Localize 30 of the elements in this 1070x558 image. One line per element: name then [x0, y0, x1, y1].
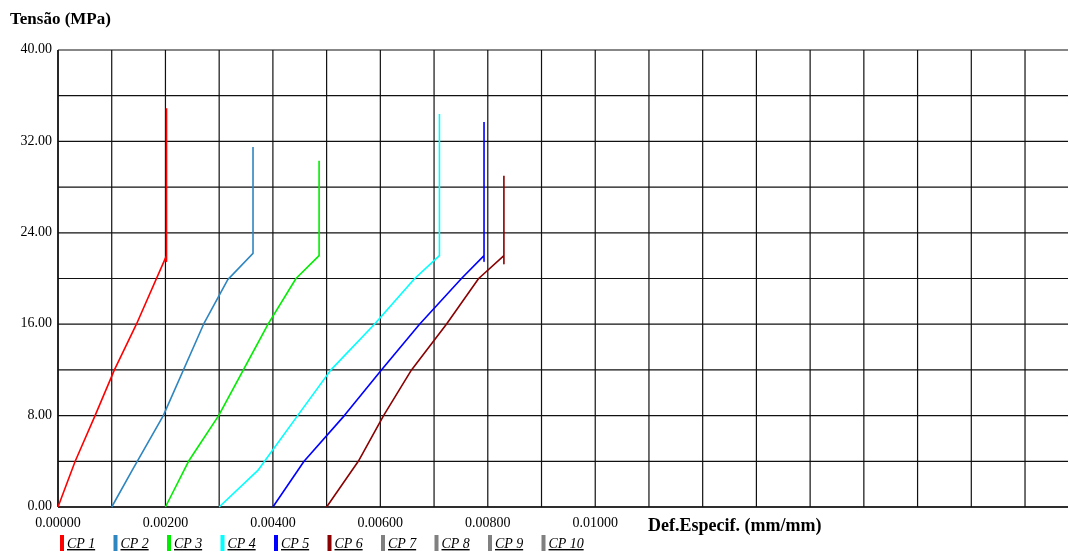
x-tick-label: 0.01000	[572, 515, 618, 530]
legend-label: CP 2	[120, 536, 149, 551]
y-tick-label: 24.00	[20, 224, 52, 240]
line-series	[164, 160, 320, 508]
x-tick-label: 0.00000	[35, 515, 81, 530]
legend-label: CP 8	[441, 536, 470, 551]
line-series	[57, 107, 168, 508]
legend-label: CP 1	[67, 536, 96, 551]
line-series	[218, 113, 441, 508]
legend-label: CP 5	[281, 536, 310, 551]
y-tick-label: 16.00	[20, 315, 52, 331]
legend-label: CP 4	[227, 536, 256, 551]
x-tick-label: 0.00600	[357, 515, 404, 530]
line-series	[110, 146, 254, 508]
x-tick-label: 0.00400	[250, 515, 296, 530]
line-series	[272, 121, 485, 508]
legend-label: CP 6	[334, 536, 363, 551]
y-tick-label: 40.00	[20, 41, 52, 57]
legend-label: CP 7	[388, 536, 418, 551]
y-tick-label: 32.00	[20, 132, 52, 148]
legend-label: CP 9	[495, 536, 524, 551]
y-tick-label: 8.00	[27, 406, 52, 422]
legend-label: CP 10	[548, 536, 584, 551]
x-tick-label: 0.00800	[465, 515, 511, 530]
legend-label: CP 3	[174, 536, 203, 551]
y-axis-title: Tensão (MPa)	[10, 9, 111, 28]
x-axis-title: Def.Especif. (mm/mm)	[648, 515, 822, 536]
y-tick-label: 0.00	[27, 498, 52, 514]
x-tick-label: 0.00200	[142, 515, 189, 530]
line-series	[325, 174, 505, 508]
